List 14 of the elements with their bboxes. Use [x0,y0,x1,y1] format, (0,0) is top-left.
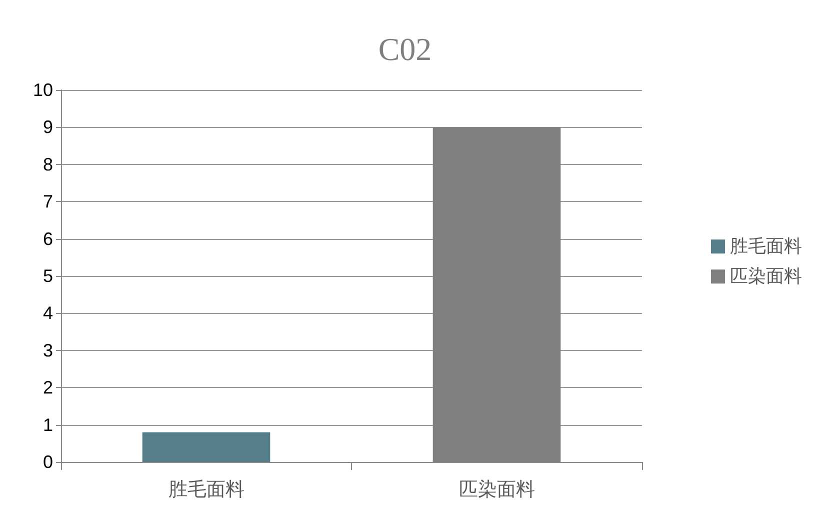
y-tick-label: 1 [42,414,53,435]
y-tick-label: 3 [42,340,53,360]
y-tick-label: 9 [42,117,53,138]
legend-label: 胜毛面料 [730,236,802,257]
y-tick-label: 6 [42,228,53,249]
y-tick-label: 0 [42,452,53,472]
y-tick-label: 8 [42,154,53,174]
y-tick-label: 4 [42,303,53,324]
y-tick-label: 10 [32,80,53,100]
legend-label: 匹染面料 [730,266,802,287]
chart-title: C02 [378,31,432,67]
y-tick-label: 7 [42,192,53,212]
y-tick-label: 2 [42,378,53,398]
y-tick-label: 5 [42,266,53,286]
